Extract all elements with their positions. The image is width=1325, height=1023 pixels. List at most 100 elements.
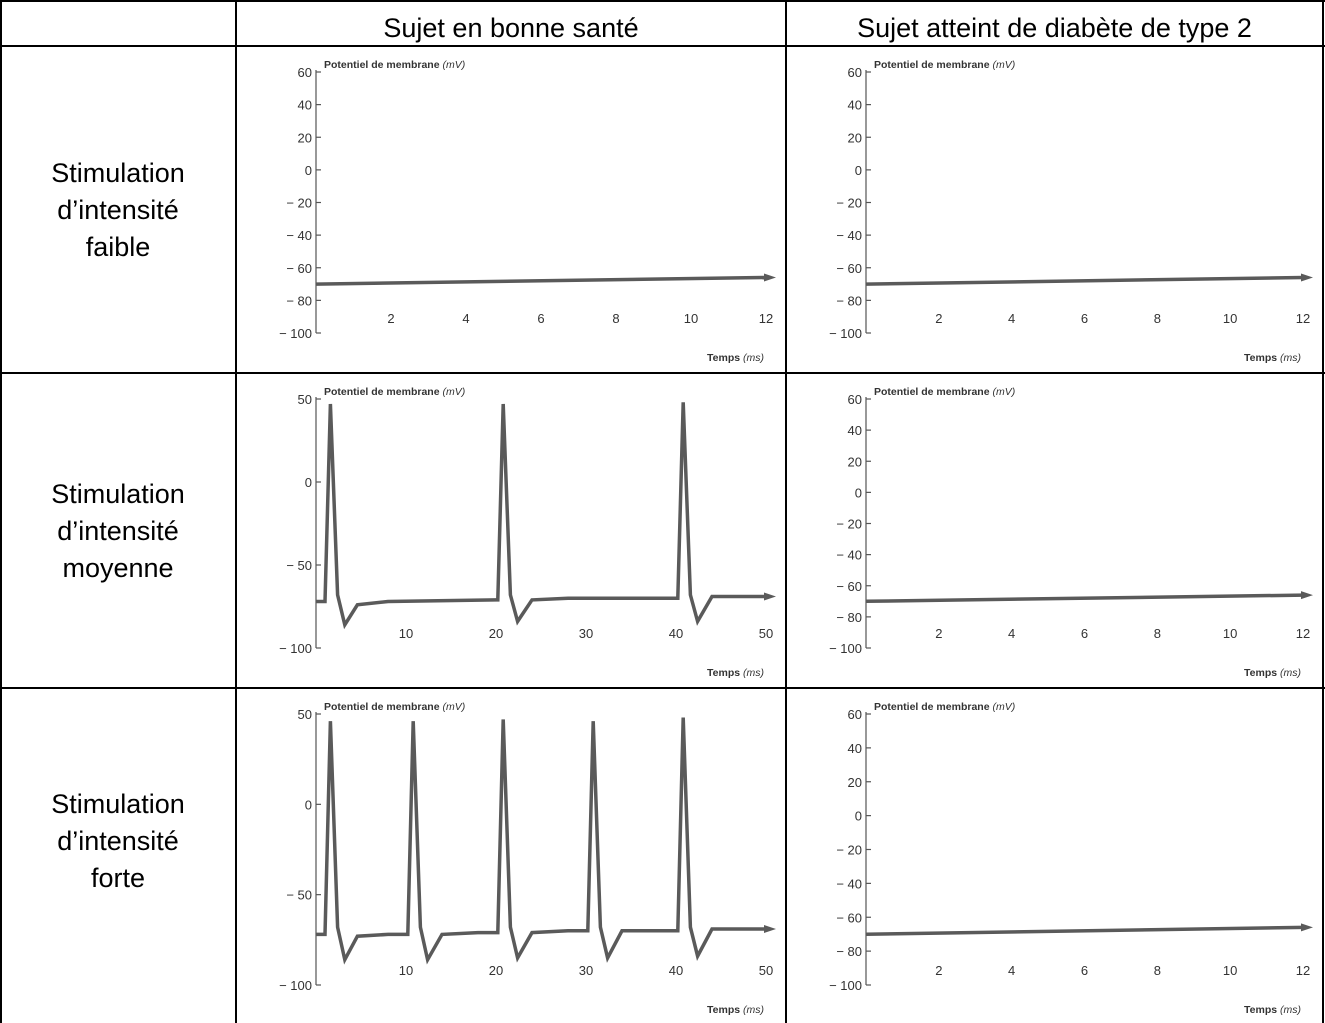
y-tick-label: − 20 <box>286 196 312 211</box>
y-tick-label: 0 <box>855 163 862 178</box>
y-axis-unit: (mV) <box>992 701 1015 713</box>
x-tick-label: 10 <box>399 963 413 978</box>
x-tick-label: 40 <box>669 626 683 641</box>
membrane-potential-line <box>315 275 767 286</box>
x-tick-label: 30 <box>579 963 593 978</box>
x-tick-label: 20 <box>489 963 503 978</box>
y-tick-label: 20 <box>848 454 862 469</box>
chart-svg: 60 40 20 0 − 20 − 40 − 60 − 80 − 100 2 4 6 8 10 12 Pote… <box>829 701 1313 1016</box>
x-axis-unit: (ms) <box>743 667 764 679</box>
x-tick-label: 6 <box>1081 311 1088 326</box>
row-label-line: Stimulation <box>51 158 185 188</box>
y-tick-label: − 50 <box>286 558 312 573</box>
y-tick-label: 0 <box>305 163 312 178</box>
y-axis-title-text: Potentiel de membrane <box>324 59 442 71</box>
x-tick-label: 30 <box>579 626 593 641</box>
y-tick-label: − 20 <box>836 196 862 211</box>
x-tick-label: 50 <box>759 626 773 641</box>
y-tick-label: − 40 <box>836 228 862 243</box>
y-axis-title: Potentiel de membrane (mV) <box>324 59 465 71</box>
x-axis-unit: (ms) <box>1280 1004 1301 1016</box>
x-tick-label: 40 <box>669 963 683 978</box>
y-axis-unit: (mV) <box>442 59 465 71</box>
y-tick-label: − 100 <box>279 326 312 341</box>
y-tick-label: − 60 <box>836 579 862 594</box>
row-label-line: d’intensité <box>57 516 179 546</box>
row-label-forte: Stimulation d’intensité forte <box>0 786 236 897</box>
x-axis-title-text: Temps <box>707 352 743 364</box>
y-tick-label: 0 <box>855 809 862 824</box>
x-axis-unit: (ms) <box>1280 352 1301 364</box>
y-tick-label: − 50 <box>286 888 312 903</box>
row-label-faible: Stimulation d’intensité faible <box>0 155 236 266</box>
chart-forte-sain: 50 0 − 50 − 100 10 20 30 40 50 Potentiel de membr… <box>238 690 784 1023</box>
y-tick-label: − 80 <box>836 293 862 308</box>
y-tick-label: 60 <box>848 707 862 722</box>
y-tick-label: 40 <box>848 741 862 756</box>
line-arrow-head <box>764 924 776 933</box>
x-tick-label: 10 <box>1223 626 1237 641</box>
y-axis-title-text: Potentiel de membrane <box>874 701 992 713</box>
x-tick-label: 2 <box>935 963 942 978</box>
table-border-top <box>0 0 1325 2</box>
table-border-header <box>0 45 1325 47</box>
chart-moyenne-diabete: 60 40 20 0 − 20 − 40 − 60 − 80 − 100 2 4 6 8 10 12 Pote… <box>788 375 1321 686</box>
x-tick-label: 20 <box>489 626 503 641</box>
table-border-left <box>0 0 2 1023</box>
membrane-potential-line <box>316 717 766 965</box>
membrane-potential-line <box>865 593 1304 604</box>
x-tick-label: 4 <box>1008 311 1015 326</box>
x-tick-label: 8 <box>1154 626 1161 641</box>
y-tick-label: − 100 <box>829 641 862 656</box>
row-label-line: Stimulation <box>51 789 185 819</box>
x-axis-title-text: Temps <box>1244 1004 1280 1016</box>
y-tick-label: − 80 <box>286 293 312 308</box>
x-tick-label: 8 <box>1154 311 1161 326</box>
x-tick-label: 4 <box>1008 963 1015 978</box>
table-border-row1 <box>0 372 1325 374</box>
y-tick-label: 50 <box>298 707 312 722</box>
row-label-line: d’intensité <box>57 826 179 856</box>
y-axis-unit: (mV) <box>442 386 465 398</box>
y-tick-label: 0 <box>305 797 312 812</box>
x-axis-title-text: Temps <box>707 667 743 679</box>
y-axis-title-text: Potentiel de membrane <box>324 386 442 398</box>
x-tick-label: 10 <box>1223 963 1237 978</box>
y-tick-label: 20 <box>298 130 312 145</box>
y-tick-label: 0 <box>855 485 862 500</box>
x-tick-label: 6 <box>537 311 544 326</box>
y-tick-label: − 100 <box>279 978 312 993</box>
x-axis-title-text: Temps <box>1244 352 1280 364</box>
x-tick-label: 8 <box>1154 963 1161 978</box>
x-tick-label: 10 <box>1223 311 1237 326</box>
y-axis-title: Potentiel de membrane (mV) <box>324 701 465 713</box>
y-tick-label: 20 <box>848 775 862 790</box>
y-axis-title-text: Potentiel de membrane <box>874 59 992 71</box>
y-axis-title: Potentiel de membrane (mV) <box>324 386 465 398</box>
y-axis-unit: (mV) <box>992 59 1015 71</box>
y-tick-label: 20 <box>848 130 862 145</box>
x-tick-label: 2 <box>935 311 942 326</box>
x-axis-unit: (ms) <box>1280 667 1301 679</box>
chart-svg: 50 0 − 50 − 100 10 20 30 40 50 Potentiel de membr… <box>279 386 776 679</box>
y-axis-title: Potentiel de membrane (mV) <box>874 701 1015 713</box>
y-tick-label: − 60 <box>836 910 862 925</box>
y-tick-label: − 40 <box>836 548 862 563</box>
y-tick-label: − 100 <box>279 641 312 656</box>
table-border-row2 <box>0 687 1325 689</box>
line-arrow-head <box>764 273 776 282</box>
y-tick-label: 40 <box>848 423 862 438</box>
x-axis-title: Temps (ms) <box>707 352 764 364</box>
membrane-potential-line <box>316 402 766 630</box>
row-label-line: d’intensité <box>57 195 179 225</box>
y-axis-title: Potentiel de membrane (mV) <box>874 59 1015 71</box>
x-tick-label: 12 <box>1296 963 1310 978</box>
x-tick-label: 50 <box>759 963 773 978</box>
y-tick-label: − 60 <box>836 261 862 276</box>
table-border-col1 <box>235 0 237 1023</box>
x-tick-label: 2 <box>935 626 942 641</box>
chart-moyenne-sain: 50 0 − 50 − 100 10 20 30 40 50 Potentiel de membr… <box>238 375 784 686</box>
y-tick-label: − 60 <box>286 261 312 276</box>
x-tick-label: 10 <box>399 626 413 641</box>
chart-svg: 60 40 20 0 − 20 − 40 − 60 − 80 − 100 2 4 6 8 10 12 Pote… <box>829 59 1313 364</box>
